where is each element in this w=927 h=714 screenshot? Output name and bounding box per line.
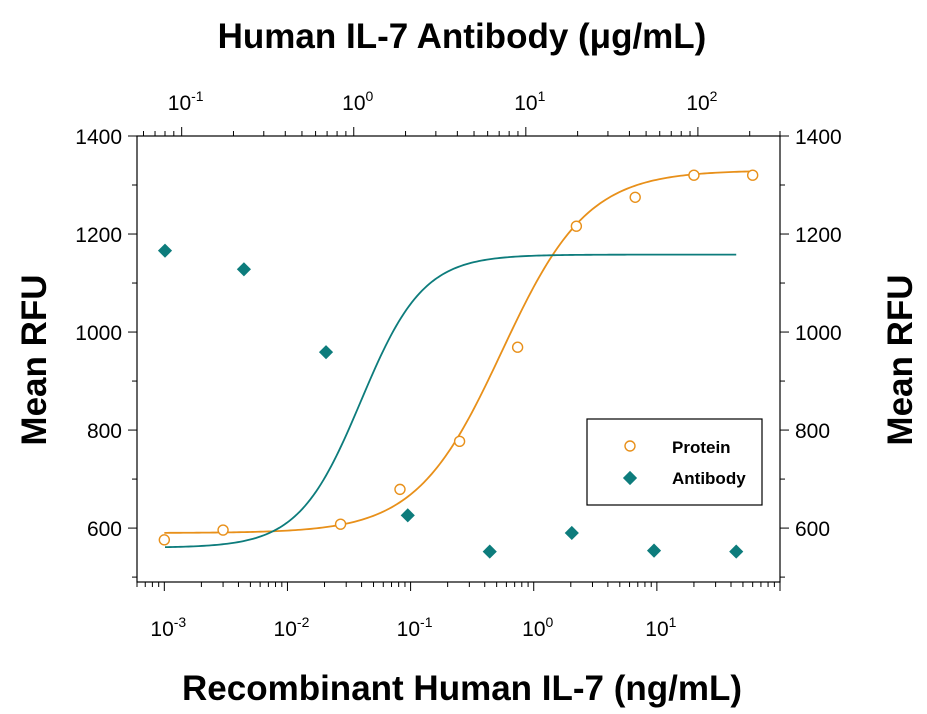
y-left-tick-label: 1400: [75, 126, 122, 149]
data-point-antibody: [318, 345, 334, 360]
data-point-protein: [511, 341, 524, 353]
data-point-protein: [629, 191, 641, 203]
y-axis-label-right: Mean RFU: [881, 274, 920, 445]
chart-title: Human IL-7 Antibody (μg/mL): [218, 17, 707, 56]
data-point-protein: [217, 524, 229, 536]
x-bottom-tick-label: 101: [645, 614, 676, 641]
x-bottom-tick-label: 10-2: [274, 614, 310, 641]
x-bottom-tick-label: 10-1: [397, 614, 433, 641]
x-top-tick-label: 102: [686, 88, 717, 115]
legend: Protein Antibody: [586, 418, 763, 506]
data-point-antibody: [157, 243, 173, 258]
data-point-protein: [334, 518, 347, 530]
legend-antibody-marker: [622, 470, 638, 486]
y-right-tick-label: 1400: [795, 126, 842, 149]
data-point-protein: [570, 220, 583, 232]
y-left-tick-label: 800: [87, 420, 122, 443]
data-point-protein: [158, 534, 171, 546]
y-axis-label-left: Mean RFU: [15, 274, 54, 445]
data-points: [157, 169, 759, 559]
data-point-antibody: [400, 508, 415, 523]
y-left-tick-label: 600: [87, 518, 122, 541]
y-right-tick-label: 1200: [795, 224, 842, 247]
data-point-protein: [394, 483, 406, 496]
x-bottom-tick-label: 10-3: [150, 614, 186, 641]
x-bottom-tick-label: 100: [522, 614, 553, 641]
data-point-antibody: [236, 262, 251, 277]
fit-curve-antibody: [164, 253, 737, 549]
data-point-antibody: [646, 543, 662, 558]
x-top-tick-label: 100: [342, 88, 373, 115]
data-point-protein: [688, 169, 700, 181]
x-top-tick-label: 101: [514, 88, 545, 115]
data-point-antibody: [482, 544, 497, 559]
x-top-tick-label: 10-1: [168, 88, 204, 115]
plot-frame: [136, 135, 781, 583]
y-right-tick-label: 600: [795, 518, 830, 541]
axes: 10-3 10-2 10-1 100 101 10-1 100 101 102 600 600 800…: [75, 88, 841, 641]
data-point-protein: [746, 169, 759, 181]
data-point-antibody: [729, 544, 744, 559]
legend-protein-marker: [624, 440, 636, 452]
y-right-tick-label: 1000: [795, 322, 842, 345]
data-point-protein: [453, 435, 466, 448]
legend-protein-label: Protein: [672, 438, 731, 457]
x-axis-label: Recombinant Human IL-7 (ng/mL): [182, 669, 742, 708]
data-point-antibody: [564, 525, 579, 541]
legend-box: [586, 418, 763, 506]
y-left-tick-label: 1000: [75, 322, 122, 345]
y-left-tick-label: 1200: [75, 224, 122, 247]
y-right-tick-label: 800: [795, 420, 830, 443]
legend-antibody-label: Antibody: [672, 469, 746, 488]
